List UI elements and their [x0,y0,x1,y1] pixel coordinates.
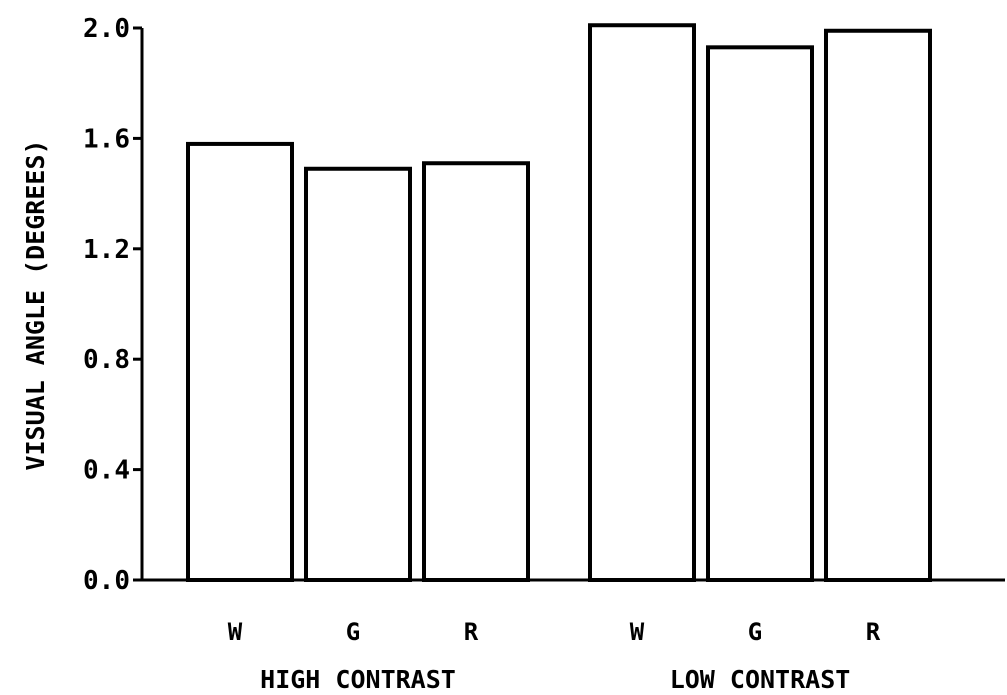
bar-high-contrast-r [422,161,530,583]
y-tick-label: 2.0 [83,14,130,44]
bar-high-contrast-g [304,166,412,582]
y-ticks: 0.0 0.4 0.8 1.2 1.6 2.0 [83,14,142,596]
category-label: W [228,618,243,646]
bars [186,23,932,583]
bar-low-contrast-g [706,45,814,582]
bar-low-contrast-w [588,23,696,583]
category-label: G [346,618,360,646]
category-label: R [866,618,881,646]
bar-high-contrast-w [186,141,294,582]
y-axis-title: VISUAL ANGLE (DEGREES) [21,139,50,470]
group-label: LOW CONTRAST [670,665,851,694]
bar-low-contrast-r [824,28,932,582]
group-label: HIGH CONTRAST [260,665,456,694]
y-tick-label: 1.6 [83,124,130,154]
y-tick-label: 0.0 [83,566,130,596]
category-label: R [464,618,479,646]
category-label: W [630,618,645,646]
y-tick-label: 0.8 [83,345,130,375]
category-label: G [748,618,762,646]
y-tick-label: 0.4 [83,456,130,486]
y-tick-label: 1.2 [83,235,130,265]
group-labels: HIGH CONTRAST LOW CONTRAST [260,665,850,694]
